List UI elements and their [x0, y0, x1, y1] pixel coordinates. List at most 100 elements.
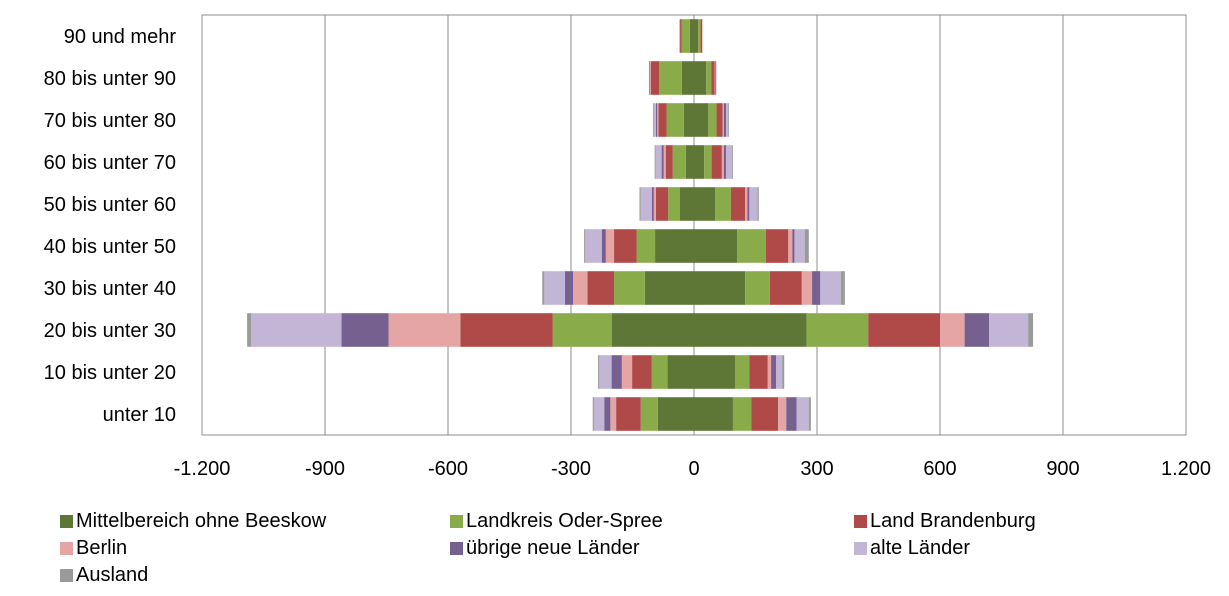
bar-right	[732, 145, 733, 179]
x-tick-label: 600	[923, 458, 956, 480]
legend-item: alte Länder	[854, 537, 970, 560]
bar-left	[593, 397, 605, 431]
legend-item: Ausland	[60, 564, 148, 587]
bar-left	[605, 229, 615, 263]
bar-right	[698, 19, 701, 53]
bar-left	[644, 271, 694, 305]
bar-left	[604, 397, 611, 431]
bar-right	[711, 61, 715, 95]
y-tick-label: 40 bis unter 50	[44, 236, 176, 258]
bar-right	[796, 397, 809, 431]
legend-label: Berlin	[76, 537, 128, 559]
bar-left	[650, 61, 651, 95]
bar-right	[694, 271, 746, 305]
bar-left	[655, 187, 669, 221]
bar-left	[460, 313, 553, 347]
bar-left	[667, 355, 694, 389]
bar-left	[584, 229, 586, 263]
bar-right	[749, 355, 768, 389]
x-tick-label: 0	[688, 458, 699, 480]
bar-right	[749, 187, 758, 221]
x-tick-label: -1.200	[174, 458, 231, 480]
bar-left	[661, 145, 664, 179]
bar-left	[654, 145, 656, 179]
bar-right	[989, 313, 1029, 347]
bar-right	[771, 355, 776, 389]
bar-left	[668, 187, 680, 221]
bar-left	[657, 397, 694, 431]
bar-right	[757, 187, 759, 221]
bar-right	[737, 229, 766, 263]
legend-swatch	[854, 515, 867, 528]
bar-right	[694, 61, 707, 95]
plot-border	[201, 14, 1187, 436]
x-tick-label: 300	[800, 458, 833, 480]
legend-swatch	[854, 542, 867, 555]
legend-label: Mittelbereich ohne Beeskow	[76, 510, 327, 532]
bar-right	[721, 145, 724, 179]
bar-left	[601, 229, 606, 263]
legend-label: übrige neue Länder	[466, 537, 640, 559]
legend-label: Landkreis Oder-Spree	[466, 510, 663, 532]
bar-right	[751, 397, 779, 431]
y-tick-label: 10 bis unter 20	[44, 362, 176, 384]
bar-left	[610, 397, 617, 431]
bar-right	[725, 145, 733, 179]
bar-right	[765, 229, 789, 263]
legend-label: alte Länder	[870, 537, 971, 559]
bar-right	[820, 271, 841, 305]
bar-series	[247, 19, 1034, 431]
bar-left	[585, 229, 602, 263]
bar-left	[640, 187, 652, 221]
bar-right	[745, 187, 748, 221]
bar-right	[694, 187, 716, 221]
bar-left	[689, 19, 694, 53]
bar-right	[723, 145, 726, 179]
bar-left	[659, 61, 682, 95]
bar-left	[640, 397, 658, 431]
bar-left	[663, 145, 666, 179]
x-axis-labels: -1.200 -900 -600 -300 0 300 600 900 1.200	[174, 458, 1211, 480]
bar-right	[714, 61, 716, 95]
bar-left	[614, 271, 645, 305]
bar-left	[552, 313, 612, 347]
bar-left	[388, 313, 461, 347]
bar-left	[599, 355, 612, 389]
bar-right	[840, 271, 845, 305]
y-tick-label: 70 bis unter 80	[44, 110, 176, 132]
bar-left	[341, 313, 389, 347]
bar-left	[649, 61, 651, 95]
legend-item: Berlin	[60, 537, 127, 560]
legend-swatch	[60, 569, 73, 582]
bar-right	[804, 229, 809, 263]
bar-left	[657, 103, 659, 137]
bar-right	[700, 19, 703, 53]
bar-right	[694, 313, 807, 347]
bar-left	[679, 187, 694, 221]
bar-right	[694, 229, 738, 263]
bar-left	[681, 61, 694, 95]
x-tick-label: -900	[305, 458, 345, 480]
bar-left	[247, 313, 252, 347]
bar-left	[598, 355, 600, 389]
bar-right	[812, 271, 821, 305]
bar-right	[786, 397, 797, 431]
bar-left	[653, 103, 654, 137]
legend-label: Ausland	[76, 564, 149, 586]
legend-item: übrige neue Länder	[450, 537, 639, 560]
legend-swatch	[60, 542, 73, 555]
legend-item: Landkreis Oder-Spree	[450, 510, 663, 533]
bar-left	[592, 397, 594, 431]
bar-right	[806, 313, 869, 347]
bar-right	[769, 271, 802, 305]
bar-left	[587, 271, 615, 305]
bar-left	[653, 103, 656, 137]
bar-left	[655, 229, 694, 263]
bar-right	[745, 271, 770, 305]
bar-left	[639, 187, 641, 221]
bar-right	[735, 355, 750, 389]
y-tick-label: 90 und mehr	[64, 26, 177, 48]
bar-left	[621, 355, 633, 389]
bar-right	[704, 145, 712, 179]
bar-left	[564, 271, 574, 305]
